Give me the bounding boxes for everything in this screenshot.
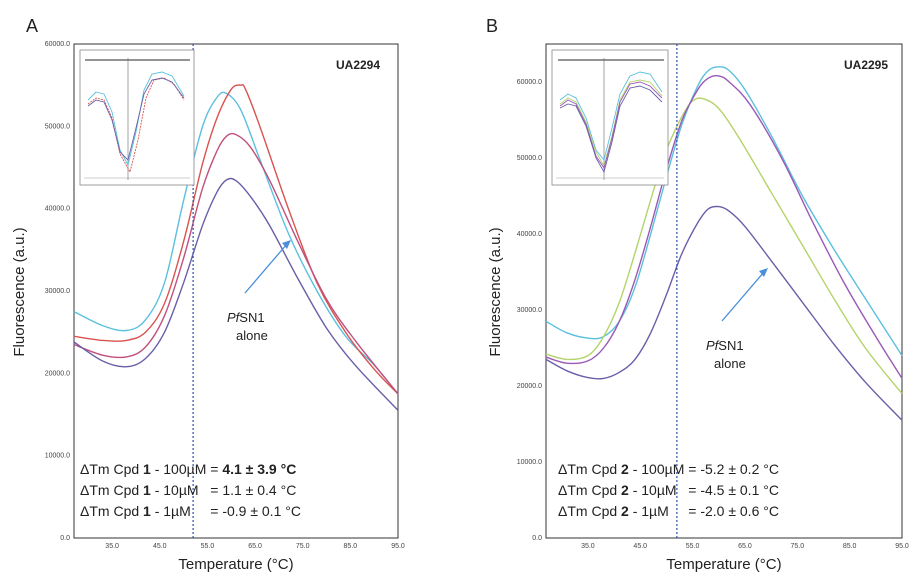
- x-tick-label: 65.0: [248, 543, 262, 550]
- annotation-b: PfSN1: [706, 338, 744, 353]
- delta-tm-list-a: ΔTm Cpd 1 - 100µM = 4.1 ± 3.9 °C ΔTm Cpd …: [80, 461, 301, 519]
- delta-tm-row: ΔTm Cpd 2 - 10µM = -4.5 ± 0.1 °C: [558, 482, 779, 498]
- panel-letter-a: A: [26, 16, 38, 36]
- y-tick-label: 50000.0: [45, 123, 70, 130]
- inset-plot-a: [79, 49, 195, 186]
- x-tick-label: 45.0: [153, 543, 167, 550]
- x-tick-label: 95.0: [391, 543, 405, 550]
- series-group-a: [73, 83, 399, 411]
- x-tick-label: 35.0: [581, 543, 595, 550]
- x-tick-label: 55.0: [686, 543, 700, 550]
- x-tick-label: 75.0: [296, 543, 310, 550]
- series-group-b: [545, 66, 903, 421]
- annotation-arrow-b: [721, 271, 765, 322]
- delta-tm-row: ΔTm Cpd 2 - 1µM = -2.0 ± 0.6 °C: [558, 503, 779, 519]
- y-tick-label: 50000.0: [517, 155, 542, 162]
- y-axis-title-a: Fluorescence (a.u.): [11, 227, 28, 356]
- y-tick-labels-b: 0.0 10000.0 20000.0 30000.0 40000.0 50000.0 60…: [517, 79, 542, 542]
- y-tick-label: 30000.0: [517, 307, 542, 314]
- x-tick-label: 75.0: [790, 543, 804, 550]
- arrow-head-b: [759, 268, 768, 277]
- y-tick-label: 20000.0: [45, 370, 70, 377]
- y-tick-label: 20000.0: [517, 383, 542, 390]
- x-axis-title-b: Temperature (°C): [666, 556, 781, 573]
- annotation-line2-a: alone: [236, 328, 268, 343]
- x-tick-label: 45.0: [633, 543, 647, 550]
- annotation-line2-b: alone: [714, 356, 746, 371]
- series-line-1: [73, 91, 399, 395]
- y-axis-title-b: Fluorescence (a.u.): [487, 227, 504, 356]
- y-tick-label: 40000.0: [517, 231, 542, 238]
- x-tick-label: 85.0: [344, 543, 358, 550]
- delta-tm-row: ΔTm Cpd 1 - 1µM = -0.9 ± 0.1 °C: [80, 503, 301, 519]
- x-tick-label: 55.0: [201, 543, 215, 550]
- delta-tm-row: ΔTm Cpd 2 - 100µM = -5.2 ± 0.2 °C: [558, 461, 779, 477]
- series-line-2: [73, 83, 399, 395]
- series-line-3: [73, 132, 399, 395]
- x-tick-label: 65.0: [738, 543, 752, 550]
- y-tick-label: 30000.0: [45, 288, 70, 295]
- annotation-a: PfSN1: [227, 310, 265, 325]
- x-tick-label: 35.0: [105, 543, 119, 550]
- y-tick-label: 40000.0: [45, 206, 70, 213]
- series-line-3: [545, 74, 903, 379]
- y-tick-label: 60000.0: [517, 79, 542, 86]
- y-tick-label: 60000.0: [45, 41, 70, 48]
- x-tick-labels-a: 35.0 45.0 55.0 65.0 75.0 85.0 95.0: [105, 543, 405, 550]
- x-tick-label: 95.0: [895, 543, 909, 550]
- inset-plot-b: [551, 49, 669, 186]
- y-tick-label: 10000.0: [517, 459, 542, 466]
- delta-tm-row: ΔTm Cpd 1 - 100µM = 4.1 ± 3.9 °C: [80, 461, 296, 477]
- y-tick-labels-a: 0.0 10000.0 20000.0 30000.0 40000.0 50000.0 60…: [45, 41, 70, 542]
- series-line-4: [73, 177, 399, 411]
- delta-tm-list-b: ΔTm Cpd 2 - 100µM = -5.2 ± 0.2 °C ΔTm Cpd…: [558, 461, 779, 519]
- sample-id-b: UA2295: [844, 58, 888, 72]
- y-tick-label: 0.0: [60, 535, 70, 542]
- y-tick-label: 10000.0: [45, 453, 70, 460]
- annotation-arrow-a: [244, 243, 288, 294]
- panel-a: A 0.0 10000.0 20000.0 30000.0 40000.0 50000.0…: [11, 16, 405, 573]
- panel-letter-b: B: [486, 16, 498, 36]
- x-tick-label: 85.0: [843, 543, 857, 550]
- panel-b: B 0.0 10000.0 20000.0 30000.0 40000.0 50000.0…: [486, 16, 909, 573]
- x-tick-labels-b: 35.0 45.0 55.0 65.0 75.0 85.0 95.0: [581, 543, 909, 550]
- y-tick-label: 0.0: [532, 535, 542, 542]
- delta-tm-row: ΔTm Cpd 1 - 10µM = 1.1 ± 0.4 °C: [80, 482, 296, 498]
- x-axis-title-a: Temperature (°C): [178, 556, 293, 573]
- series-line-4: [545, 205, 903, 421]
- arrow-head-a: [282, 240, 291, 249]
- sample-id-a: UA2294: [336, 58, 380, 72]
